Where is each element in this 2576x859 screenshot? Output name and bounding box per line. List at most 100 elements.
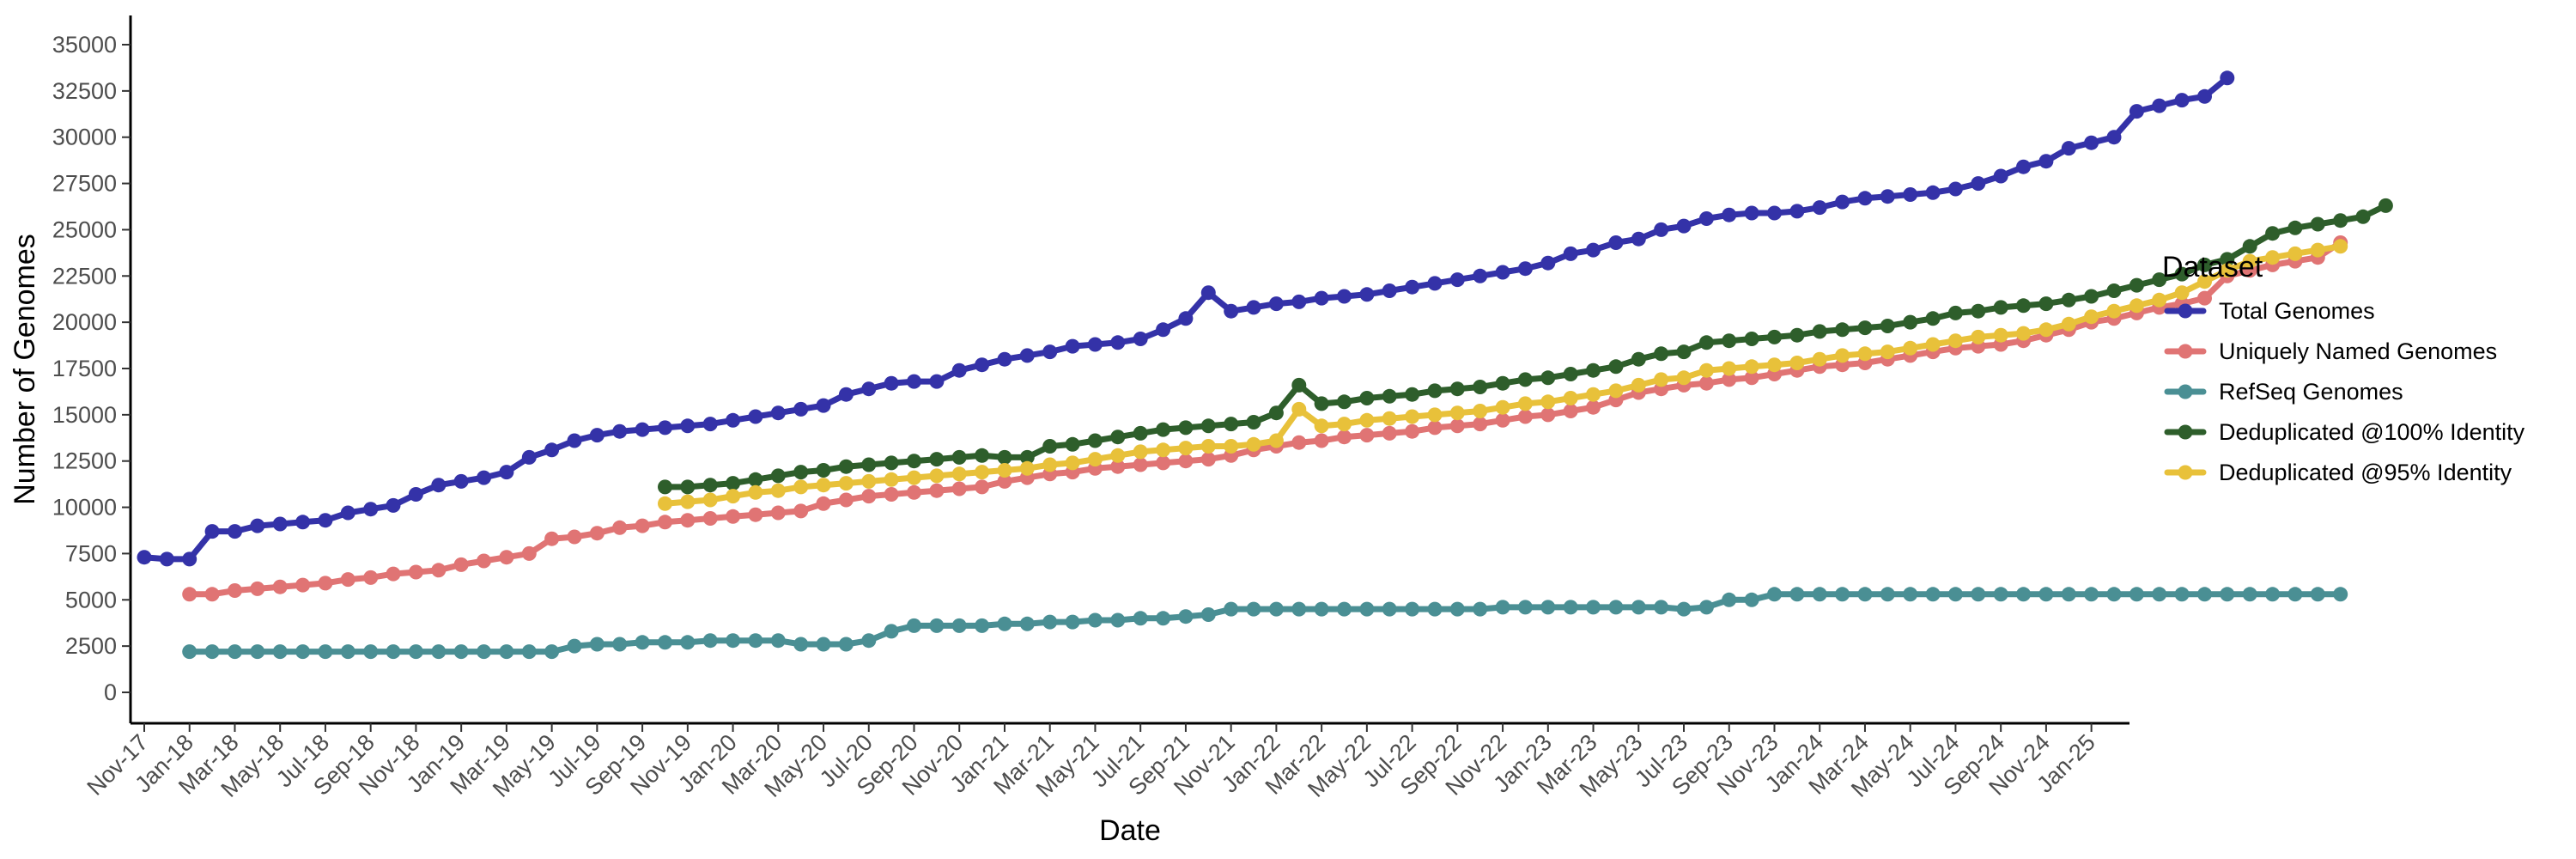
data-point [1449, 418, 1465, 434]
data-point [1654, 372, 1669, 387]
data-point [2061, 316, 2076, 332]
data-point [1382, 411, 1397, 426]
data-point [1835, 348, 1850, 363]
data-point [2174, 587, 2190, 602]
data-point [2061, 292, 2076, 308]
data-point [1473, 404, 1488, 418]
data-point [1857, 346, 1873, 362]
data-point [2310, 216, 2325, 232]
series-deduplicated-100-identity [658, 198, 2393, 495]
data-point [1722, 372, 1737, 387]
data-point [2287, 246, 2303, 261]
y-tick-label: 35000 [52, 32, 117, 58]
data-point [748, 633, 763, 649]
data-point [408, 644, 423, 660]
data-point [1789, 356, 1805, 370]
data-point [1405, 423, 1420, 439]
data-point [1495, 265, 1510, 280]
data-point [702, 511, 718, 526]
data-point [2016, 298, 2031, 314]
data-point [1473, 268, 1488, 283]
data-point [793, 479, 809, 495]
data-point [816, 398, 831, 413]
data-point [1065, 455, 1080, 471]
data-point [521, 545, 537, 561]
data-point [770, 405, 786, 421]
data-point [1087, 433, 1103, 448]
data-point [1880, 587, 1895, 602]
data-point [1880, 319, 1895, 333]
y-tick-label: 15000 [52, 402, 117, 428]
data-point [589, 428, 605, 443]
data-point [2220, 252, 2235, 267]
data-point [1880, 189, 1895, 204]
data-point [159, 551, 174, 567]
legend-marker [2178, 303, 2193, 319]
legend-marker [2178, 465, 2193, 480]
data-point [1087, 452, 1103, 467]
data-point [929, 618, 945, 633]
data-point [1065, 338, 1080, 354]
y-tick-label: 2500 [65, 633, 117, 659]
data-point [680, 479, 696, 495]
data-point [907, 470, 921, 485]
data-point [1156, 422, 1171, 437]
data-point [2016, 587, 2031, 602]
data-point [838, 492, 854, 508]
data-point [1449, 601, 1465, 617]
data-point [929, 452, 945, 467]
data-point [1654, 222, 1669, 237]
data-point [544, 531, 560, 546]
data-point [1042, 439, 1058, 454]
data-point [567, 433, 582, 448]
data-point [838, 637, 854, 652]
data-point [2287, 220, 2303, 235]
data-point [997, 616, 1012, 631]
data-point [2106, 587, 2122, 602]
data-point [1268, 433, 1284, 448]
data-point [1517, 600, 1533, 615]
data-point [567, 529, 582, 545]
data-point [2038, 322, 2054, 338]
data-point [726, 633, 741, 649]
data-point [997, 351, 1012, 367]
data-point [1947, 587, 1963, 602]
data-point [770, 633, 786, 649]
data-point [1019, 348, 1035, 363]
legend-marker [2178, 384, 2193, 399]
data-point [1947, 181, 1963, 197]
data-point [1133, 425, 1148, 441]
data-point [272, 644, 288, 660]
data-point [2197, 257, 2212, 272]
legend-label: Uniquely Named Genomes [2219, 338, 2497, 364]
data-point [975, 618, 990, 633]
data-point [2220, 587, 2235, 602]
data-point [635, 518, 650, 533]
data-point [1903, 340, 1918, 356]
data-point [2197, 587, 2212, 602]
data-point [861, 457, 877, 472]
data-point [1291, 294, 1307, 309]
data-point [1540, 407, 1556, 423]
data-point [2129, 104, 2144, 119]
data-point [1540, 370, 1556, 386]
data-point [1087, 337, 1103, 352]
data-point [951, 481, 967, 497]
data-point [318, 576, 333, 591]
data-point [1042, 614, 1058, 630]
data-point [1744, 592, 1759, 607]
data-point [1156, 322, 1171, 338]
data-point [453, 644, 469, 660]
data-point [1156, 455, 1171, 471]
data-point [1359, 428, 1375, 443]
legend-label: Deduplicated @100% Identity [2219, 419, 2525, 445]
data-point [1608, 600, 1624, 615]
data-point [1812, 587, 1827, 602]
data-point [2265, 250, 2281, 265]
data-point [1449, 381, 1465, 397]
data-point [1246, 415, 1261, 430]
data-point [1857, 191, 1873, 206]
data-point [1495, 412, 1510, 428]
data-point [1359, 391, 1375, 405]
